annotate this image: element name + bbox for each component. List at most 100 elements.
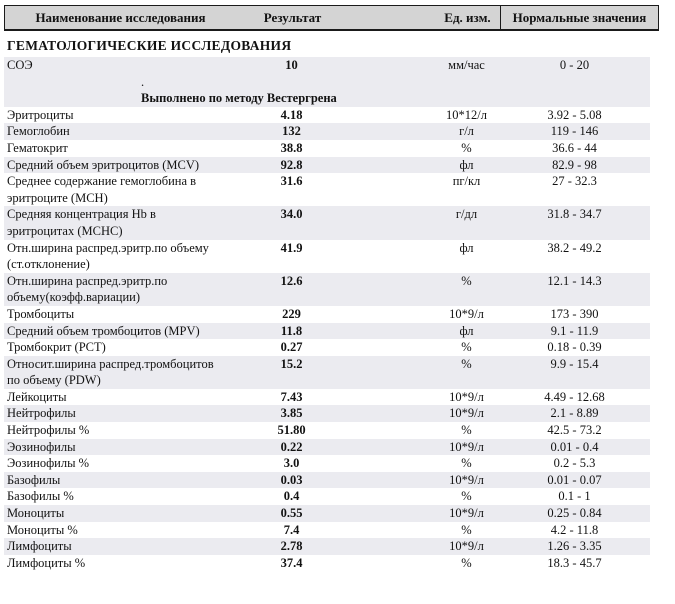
table-row: Эритроциты 4.18 10*12/л 3.92 - 5.08	[4, 107, 650, 124]
test-name: Лимфоциты %	[4, 555, 229, 572]
test-name-line1: Гематокрит	[7, 140, 68, 155]
test-normal-range: 82.9 - 98	[552, 157, 597, 172]
table-row: Нейтрофилы % 51.80 % 42.5 - 73.2	[4, 422, 650, 439]
test-units: %	[461, 273, 472, 288]
test-name: Эозинофилы %	[4, 455, 229, 472]
table-row: Эозинофилы 0.22 10*9/л 0.01 - 0.4	[4, 438, 650, 456]
table-row: Нейтрофилы 3.85 10*9/л 2.1 - 8.89	[4, 405, 650, 423]
test-units: пг/кл	[452, 174, 481, 189]
comment-text: .	[141, 74, 145, 89]
test-name-line1: Лимфоциты %	[7, 555, 86, 570]
column-gap	[354, 339, 434, 356]
test-name: Гематокрит	[4, 140, 229, 157]
test-normal-range: 31.8 - 34.7	[547, 207, 602, 222]
test-units: 10*9/л	[449, 439, 484, 454]
table-row: Отн.ширина распред.эритр.по объему (ст.о…	[4, 240, 650, 273]
test-units: 10*12/л	[446, 107, 487, 122]
test-normal-range: 38.2 - 49.2	[547, 240, 602, 255]
test-result: 34.0	[280, 207, 303, 222]
test-result: 7.4	[283, 522, 300, 537]
column-gap	[354, 405, 434, 422]
test-result: 3.0	[283, 456, 300, 471]
column-gap	[354, 522, 434, 539]
test-units: %	[461, 140, 472, 155]
column-gap	[354, 323, 434, 340]
test-normal-range: 9.1 - 11.9	[550, 323, 599, 338]
test-result: 10	[285, 58, 298, 72]
comment-text: Выполнено по методу Вестергрена	[141, 91, 337, 106]
test-name-line1: СОЭ	[7, 58, 33, 72]
test-name-line1: Гемоглобин	[7, 124, 70, 139]
test-result: 229	[282, 306, 301, 321]
test-normal-range: 36.6 - 44	[552, 140, 597, 155]
header-col-result: Результат	[263, 9, 322, 25]
test-normal-range: 9.9 - 15.4	[550, 356, 599, 371]
test-normal-range: 2.1 - 8.89	[550, 406, 599, 421]
test-normal-range: 27 - 32.3	[552, 174, 597, 189]
table-row: Базофилы 0.03 10*9/л 0.01 - 0.07	[4, 471, 650, 489]
column-gap	[354, 57, 434, 74]
table-row: Гемоглобин 132 г/л 119 - 146	[4, 123, 650, 140]
column-gap	[354, 389, 434, 406]
test-name-line1: Базофилы	[7, 472, 61, 487]
test-units: 10*9/л	[449, 506, 484, 521]
test-units: 10*9/л	[449, 539, 484, 554]
test-result: 0.4	[283, 489, 300, 504]
comment-row: Выполнено по методу Вестергрена	[4, 90, 650, 107]
test-result: 15.2	[280, 356, 303, 371]
section-title: ГЕМАТОЛОГИЧЕСКИЕ ИССЛЕДОВАНИЯ	[7, 38, 292, 53]
column-gap	[354, 273, 434, 290]
table-row: Моноциты 0.55 10*9/л 0.25 - 0.84	[4, 505, 650, 522]
test-name-line1: Моноциты %	[7, 522, 78, 537]
test-units: 10*9/л	[449, 472, 484, 487]
test-result: 3.85	[280, 406, 303, 421]
test-result: 51.80	[277, 423, 306, 438]
test-name: Средний объем тромбоцитов (MPV)	[4, 323, 229, 340]
test-normal-range: 119 - 146	[550, 124, 599, 139]
test-units: фл	[459, 157, 474, 172]
column-gap	[354, 173, 434, 190]
test-name-line1: Лейкоциты	[7, 389, 67, 404]
column-gap	[354, 472, 434, 489]
test-normal-range: 0.1 - 1	[558, 489, 591, 504]
column-gap	[354, 505, 434, 522]
test-name: Моноциты %	[4, 522, 229, 539]
test-name-line1: Отн.ширина распред.эритр.по объему	[7, 240, 209, 255]
test-name: Нейтрофилы	[4, 405, 229, 422]
table-row: Тромбоциты 229 10*9/л 173 - 390	[4, 306, 650, 323]
test-name-line1: Тромбоциты	[7, 306, 75, 321]
test-name-line1: Моноциты	[7, 506, 65, 521]
test-name: Гемоглобин	[4, 123, 229, 140]
column-gap	[354, 306, 434, 323]
test-normal-range: 42.5 - 73.2	[547, 423, 602, 438]
test-name-line1: Эритроциты	[7, 107, 74, 122]
test-name: Тромбокрит (PCT)	[4, 339, 229, 356]
test-name-line1: Лимфоциты	[7, 539, 72, 554]
column-gap	[354, 439, 434, 456]
test-result: 38.8	[280, 140, 303, 155]
test-normal-range: 0.01 - 0.07	[547, 472, 602, 487]
table-row: Средний объем эритроцитов (MCV) 92.8 фл …	[4, 156, 650, 174]
header-col-units: Ед. изм.	[444, 9, 491, 25]
test-name: Базофилы	[4, 472, 229, 489]
test-name: Моноциты	[4, 505, 229, 522]
table-row: Отн.ширина распред.эритр.по объему(коэфф…	[4, 272, 650, 306]
test-units: мм/час	[448, 58, 485, 72]
test-name: Относит.ширина распред.тромбоцитов по об…	[4, 356, 229, 389]
table-row: Относит.ширина распред.тромбоцитов по об…	[4, 355, 650, 389]
table-row: Эозинофилы % 3.0 % 0.2 - 5.3	[4, 455, 650, 472]
test-units: фл	[459, 323, 474, 338]
test-name: Лимфоциты	[4, 538, 229, 555]
test-name: Эозинофилы	[4, 439, 229, 456]
test-name-line2: объему(коэфф.вариации)	[7, 290, 141, 305]
test-result: 92.8	[280, 157, 303, 172]
test-name-line1: Отн.ширина распред.эритр.по	[7, 273, 168, 288]
test-units: %	[461, 489, 472, 504]
test-name: Тромбоциты	[4, 306, 229, 323]
header-col-test-name: Наименование исследования	[35, 9, 206, 25]
test-units: 10*9/л	[449, 306, 484, 321]
test-name-line1: Средний объем тромбоцитов (MPV)	[7, 323, 200, 338]
table-row: Моноциты % 7.4 % 4.2 - 11.8	[4, 522, 650, 539]
column-gap	[354, 538, 434, 555]
test-name-line2: эритроците (MCH)	[7, 190, 108, 205]
